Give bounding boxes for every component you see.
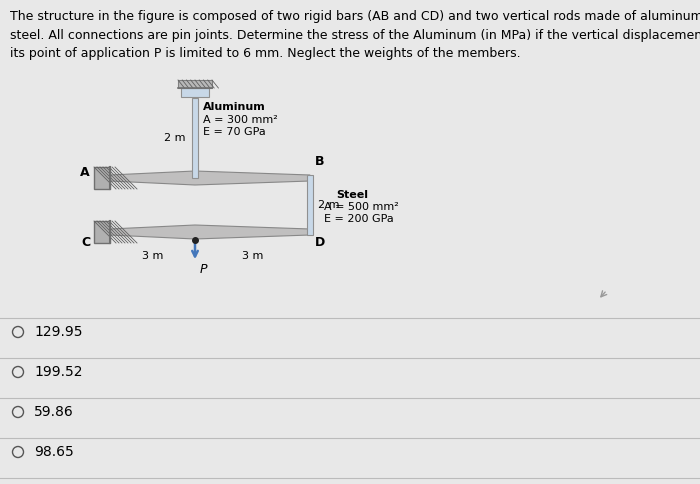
Text: Aluminum: Aluminum xyxy=(203,102,266,112)
Text: A = 300 mm²: A = 300 mm² xyxy=(203,115,278,125)
Text: B: B xyxy=(315,155,325,168)
Text: 199.52: 199.52 xyxy=(34,365,83,379)
Polygon shape xyxy=(110,225,310,239)
Text: A = 500 mm²: A = 500 mm² xyxy=(324,202,399,212)
Text: D: D xyxy=(315,236,326,249)
Text: 3 m: 3 m xyxy=(142,251,163,261)
Text: The structure in the figure is composed of two rigid bars (AB and CD) and two ve: The structure in the figure is composed … xyxy=(10,10,700,60)
Text: C: C xyxy=(81,236,90,249)
Bar xyxy=(307,175,313,235)
Text: 129.95: 129.95 xyxy=(34,325,83,339)
Text: 59.86: 59.86 xyxy=(34,405,74,419)
Polygon shape xyxy=(110,171,310,185)
Text: P: P xyxy=(200,263,207,276)
Text: 2 m: 2 m xyxy=(318,200,340,210)
Bar xyxy=(178,80,212,88)
Text: 2 m: 2 m xyxy=(164,133,185,143)
Bar xyxy=(181,88,209,97)
Text: E = 70 GPa: E = 70 GPa xyxy=(203,127,266,137)
Text: 3 m: 3 m xyxy=(241,251,263,261)
Text: 98.65: 98.65 xyxy=(34,445,74,459)
Bar xyxy=(192,98,198,178)
Text: Steel: Steel xyxy=(336,190,368,200)
Text: A: A xyxy=(80,166,90,179)
Text: E = 200 GPa: E = 200 GPa xyxy=(324,214,393,224)
Bar xyxy=(94,167,110,189)
Bar xyxy=(94,221,110,243)
